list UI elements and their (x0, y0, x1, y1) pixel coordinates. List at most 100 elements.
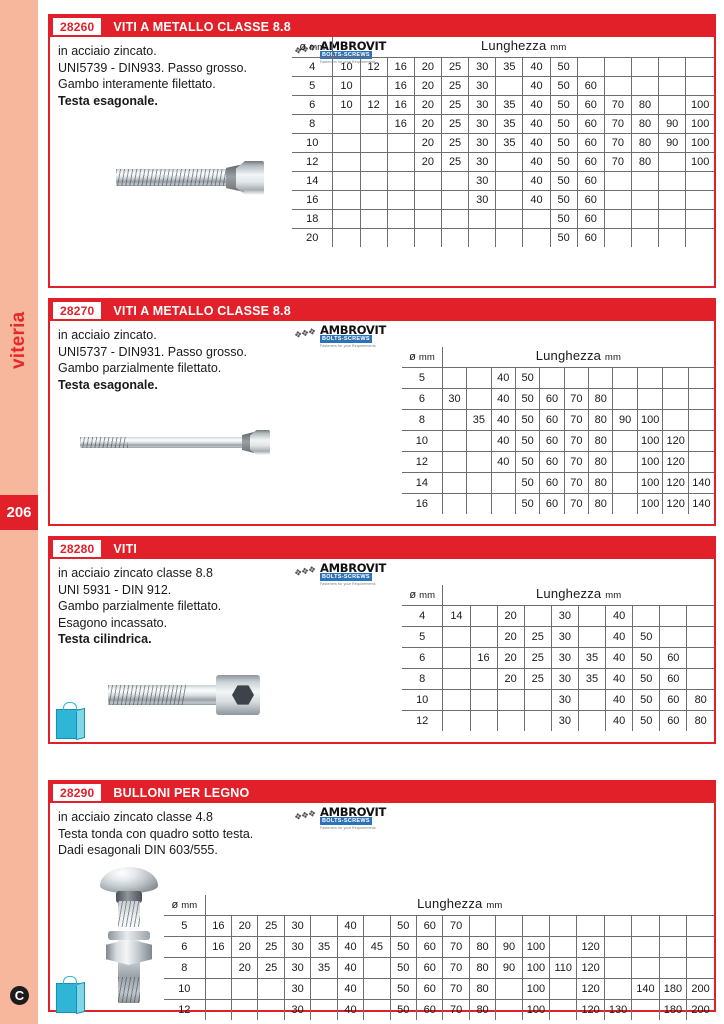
cell-length: 60 (576, 114, 605, 134)
category-sidebar: viteria 206 (0, 0, 38, 1024)
cell-length (576, 57, 605, 77)
cell-length: 70 (442, 999, 470, 1020)
desc-line: UNI5739 - DIN933. Passo grosso. (58, 60, 247, 75)
cell-length: 80 (468, 978, 497, 1000)
cell-length: 110 (549, 957, 578, 979)
cell-length (442, 647, 471, 669)
cell-length: 20 (231, 957, 259, 979)
section-body: in acciaio zincato. UNI5737 - DIN931. Pa… (50, 321, 714, 524)
cell-length (469, 689, 498, 711)
cell-diameter: 5 (164, 915, 206, 937)
cell-length: 100 (521, 978, 551, 1000)
cell-length: 30 (550, 605, 579, 627)
table-row: 5 20 25 30 40 50 (402, 626, 714, 648)
table-row: 5 40 50 (402, 367, 714, 389)
cell-length (231, 978, 259, 1000)
cell-length: 70 (563, 409, 590, 431)
cell-length (495, 171, 524, 191)
cell-length: 120 (662, 430, 689, 452)
cell-length (441, 409, 468, 431)
table-row: 4 14 20 30 40 (402, 605, 714, 627)
cell-length: 20 (496, 668, 525, 690)
cell-length: 60 (576, 152, 605, 172)
cell-length: 70 (563, 472, 590, 494)
cell-length: 16 (204, 936, 233, 958)
cell-length: 80 (468, 936, 497, 958)
table-row: 16 30 40 50 60 (292, 190, 714, 210)
cell-length: 80 (588, 430, 614, 452)
ambrovit-brand-logo: ❖❖❖ AMBROVIT BOLTS-SCREWS Fasteners for … (293, 323, 386, 350)
cell-length: 30 (468, 133, 497, 153)
brand-name: AMBROVIT (320, 805, 387, 819)
table-row: 6 30 40 50 60 70 80 (402, 388, 714, 410)
cell-length: 50 (632, 710, 661, 731)
brand-subtitle: BOLTS-SCREWS (320, 817, 372, 825)
cell-length (603, 57, 632, 77)
desc-line: in acciaio zincato classe 4.8 (58, 810, 213, 824)
cell-length: 80 (630, 133, 660, 153)
section-code: 28290 (53, 784, 102, 801)
section-title: BULLONI PER LEGNO (113, 785, 250, 800)
cell-length: 70 (603, 95, 632, 115)
cell-length: 60 (576, 228, 605, 247)
col-header-length: Lunghezza mm (204, 895, 714, 916)
cell-length (469, 668, 498, 690)
cell-length: 50 (632, 668, 661, 690)
cell-length (576, 915, 605, 937)
cell-length: 25 (257, 915, 285, 937)
cell-length: 20 (413, 95, 443, 115)
cell-length (363, 915, 391, 937)
cell-length: 140 (687, 472, 714, 494)
cell-length: 60 (539, 388, 565, 410)
table-row: 18 50 60 (292, 209, 714, 229)
cell-length (603, 190, 632, 210)
table-row: 8 20 25 30 35 40 50 60 (402, 668, 714, 690)
cell-length: 16 (386, 57, 415, 77)
cell-length (549, 936, 578, 958)
cell-length (603, 228, 632, 247)
cell-length (685, 57, 714, 77)
cell-length: 40 (605, 689, 634, 711)
cell-length: 35 (310, 936, 338, 958)
cell-length: 100 (636, 493, 664, 514)
cell-length (659, 605, 688, 627)
product-description: in acciaio zincato. UNI5739 - DIN933. Pa… (58, 43, 247, 109)
cell-length: 60 (576, 76, 605, 96)
cell-length: 100 (636, 430, 664, 452)
cell-length (468, 228, 497, 247)
cell-length: 30 (550, 668, 579, 690)
cell-length (441, 367, 468, 389)
cell-length: 50 (632, 647, 661, 669)
cell-length (442, 668, 471, 690)
cell-length (612, 493, 638, 514)
spec-table: ø mm Lunghezza mm 4 14 20 30 40 5 20 25 30 40 50 6 16 2… (402, 585, 714, 731)
cell-length: 25 (440, 114, 470, 134)
cell-length (332, 171, 361, 191)
table-row: 10 20 25 30 35 40 50 60 70 80 90 100 (292, 133, 714, 153)
cell-length (523, 605, 552, 627)
cell-diameter: 8 (164, 957, 206, 979)
cell-length (332, 152, 361, 172)
cell-length (386, 133, 415, 153)
cell-length: 50 (549, 76, 578, 96)
cell-length: 50 (632, 626, 661, 648)
spec-table-wrapper: ø mm Lunghezza mm 5 16 20 25 30 40 50 60 70 6 16 20 25… (164, 895, 714, 1020)
product-section-28260: 28260 VITI A METALLO CLASSE 8.8 in accia… (48, 14, 716, 288)
cell-length: 60 (416, 957, 444, 979)
cell-length: 50 (549, 152, 578, 172)
cell-length: 30 (468, 190, 497, 210)
cell-length (685, 228, 714, 247)
table-row: 20 50 60 (292, 228, 714, 247)
cell-length: 70 (603, 152, 632, 172)
brand-tagline: Fasteners for your Requirements (320, 344, 376, 348)
cell-length (359, 152, 388, 172)
screws-icon: ❖❖❖ (293, 326, 317, 341)
table-row: 5 16 20 25 30 40 50 60 70 (164, 915, 714, 937)
cell-length (686, 957, 714, 979)
desc-line: Gambo interamente filettato. (58, 77, 216, 91)
cell-length: 200 (686, 978, 714, 1000)
cell-length: 50 (549, 190, 578, 210)
cell-length: 80 (630, 114, 660, 134)
cell-length: 70 (603, 133, 632, 153)
cell-length: 60 (416, 936, 444, 958)
